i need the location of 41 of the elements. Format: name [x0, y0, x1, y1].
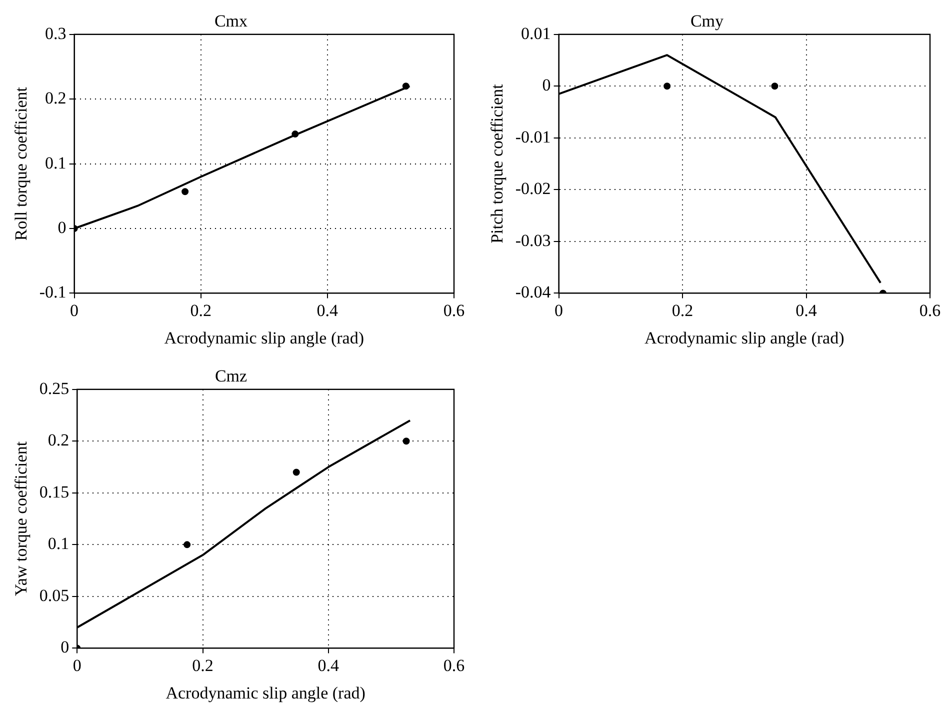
chart-title: Cmy: [690, 12, 724, 31]
x-tick-label: 0.2: [672, 300, 694, 320]
chart-title: Cmz: [214, 366, 248, 386]
y-tick-label: 0: [542, 76, 551, 95]
y-tick-label: 0.2: [45, 88, 66, 108]
point: [182, 188, 189, 196]
y-tick-label: 0.25: [39, 378, 70, 398]
y-tick-label: -0.03: [515, 230, 551, 250]
point: [402, 438, 410, 445]
y-tick-label: 0.2: [48, 430, 70, 450]
x-axis-title: Acrodynamic slip angle (rad): [644, 328, 844, 348]
x-tick-label: 0.2: [190, 300, 212, 320]
point: [292, 468, 300, 476]
x-tick-label: 0.6: [443, 300, 465, 320]
y-tick-label: 0.01: [521, 24, 551, 43]
x-axis-title: Acrodynamic slip angle (rad): [164, 328, 364, 348]
y-tick-label: -0.04: [515, 282, 552, 302]
y-tick-label: 0.1: [45, 153, 66, 172]
chart-title: Cmx: [214, 12, 248, 31]
y-tick-label: 0.1: [48, 534, 70, 554]
y-tick-label: 0.15: [39, 482, 70, 502]
y-axis-title: Yaw torque coefficient: [12, 441, 31, 596]
y-tick-label: -0.01: [515, 127, 551, 146]
y-tick-label: -0.02: [515, 179, 551, 198]
point: [184, 541, 191, 548]
x-tick-label: 0.6: [919, 300, 941, 320]
x-tick-label: 0.4: [318, 656, 340, 675]
y-tick-label: 0.3: [45, 24, 66, 43]
x-tick-label: 0: [72, 656, 82, 675]
x-tick-label: 0.4: [796, 300, 818, 320]
y-axis-title: Pitch torque coefficient: [488, 84, 507, 244]
x-axis-title: Acrodynamic slip angle (rad): [166, 683, 366, 702]
y-tick-label: 0: [60, 638, 70, 657]
y-axis-title: Roll torque coefficient: [12, 86, 31, 241]
y-tick-label: 0: [58, 218, 66, 237]
x-tick-label: 0.6: [443, 656, 465, 675]
x-tick-label: 0.2: [192, 656, 214, 675]
y-tick-label: -0.1: [39, 282, 66, 302]
y-tick-label: 0.05: [39, 586, 70, 605]
x-tick-label: 0: [554, 300, 564, 320]
x-tick-label: 0.4: [316, 300, 339, 320]
